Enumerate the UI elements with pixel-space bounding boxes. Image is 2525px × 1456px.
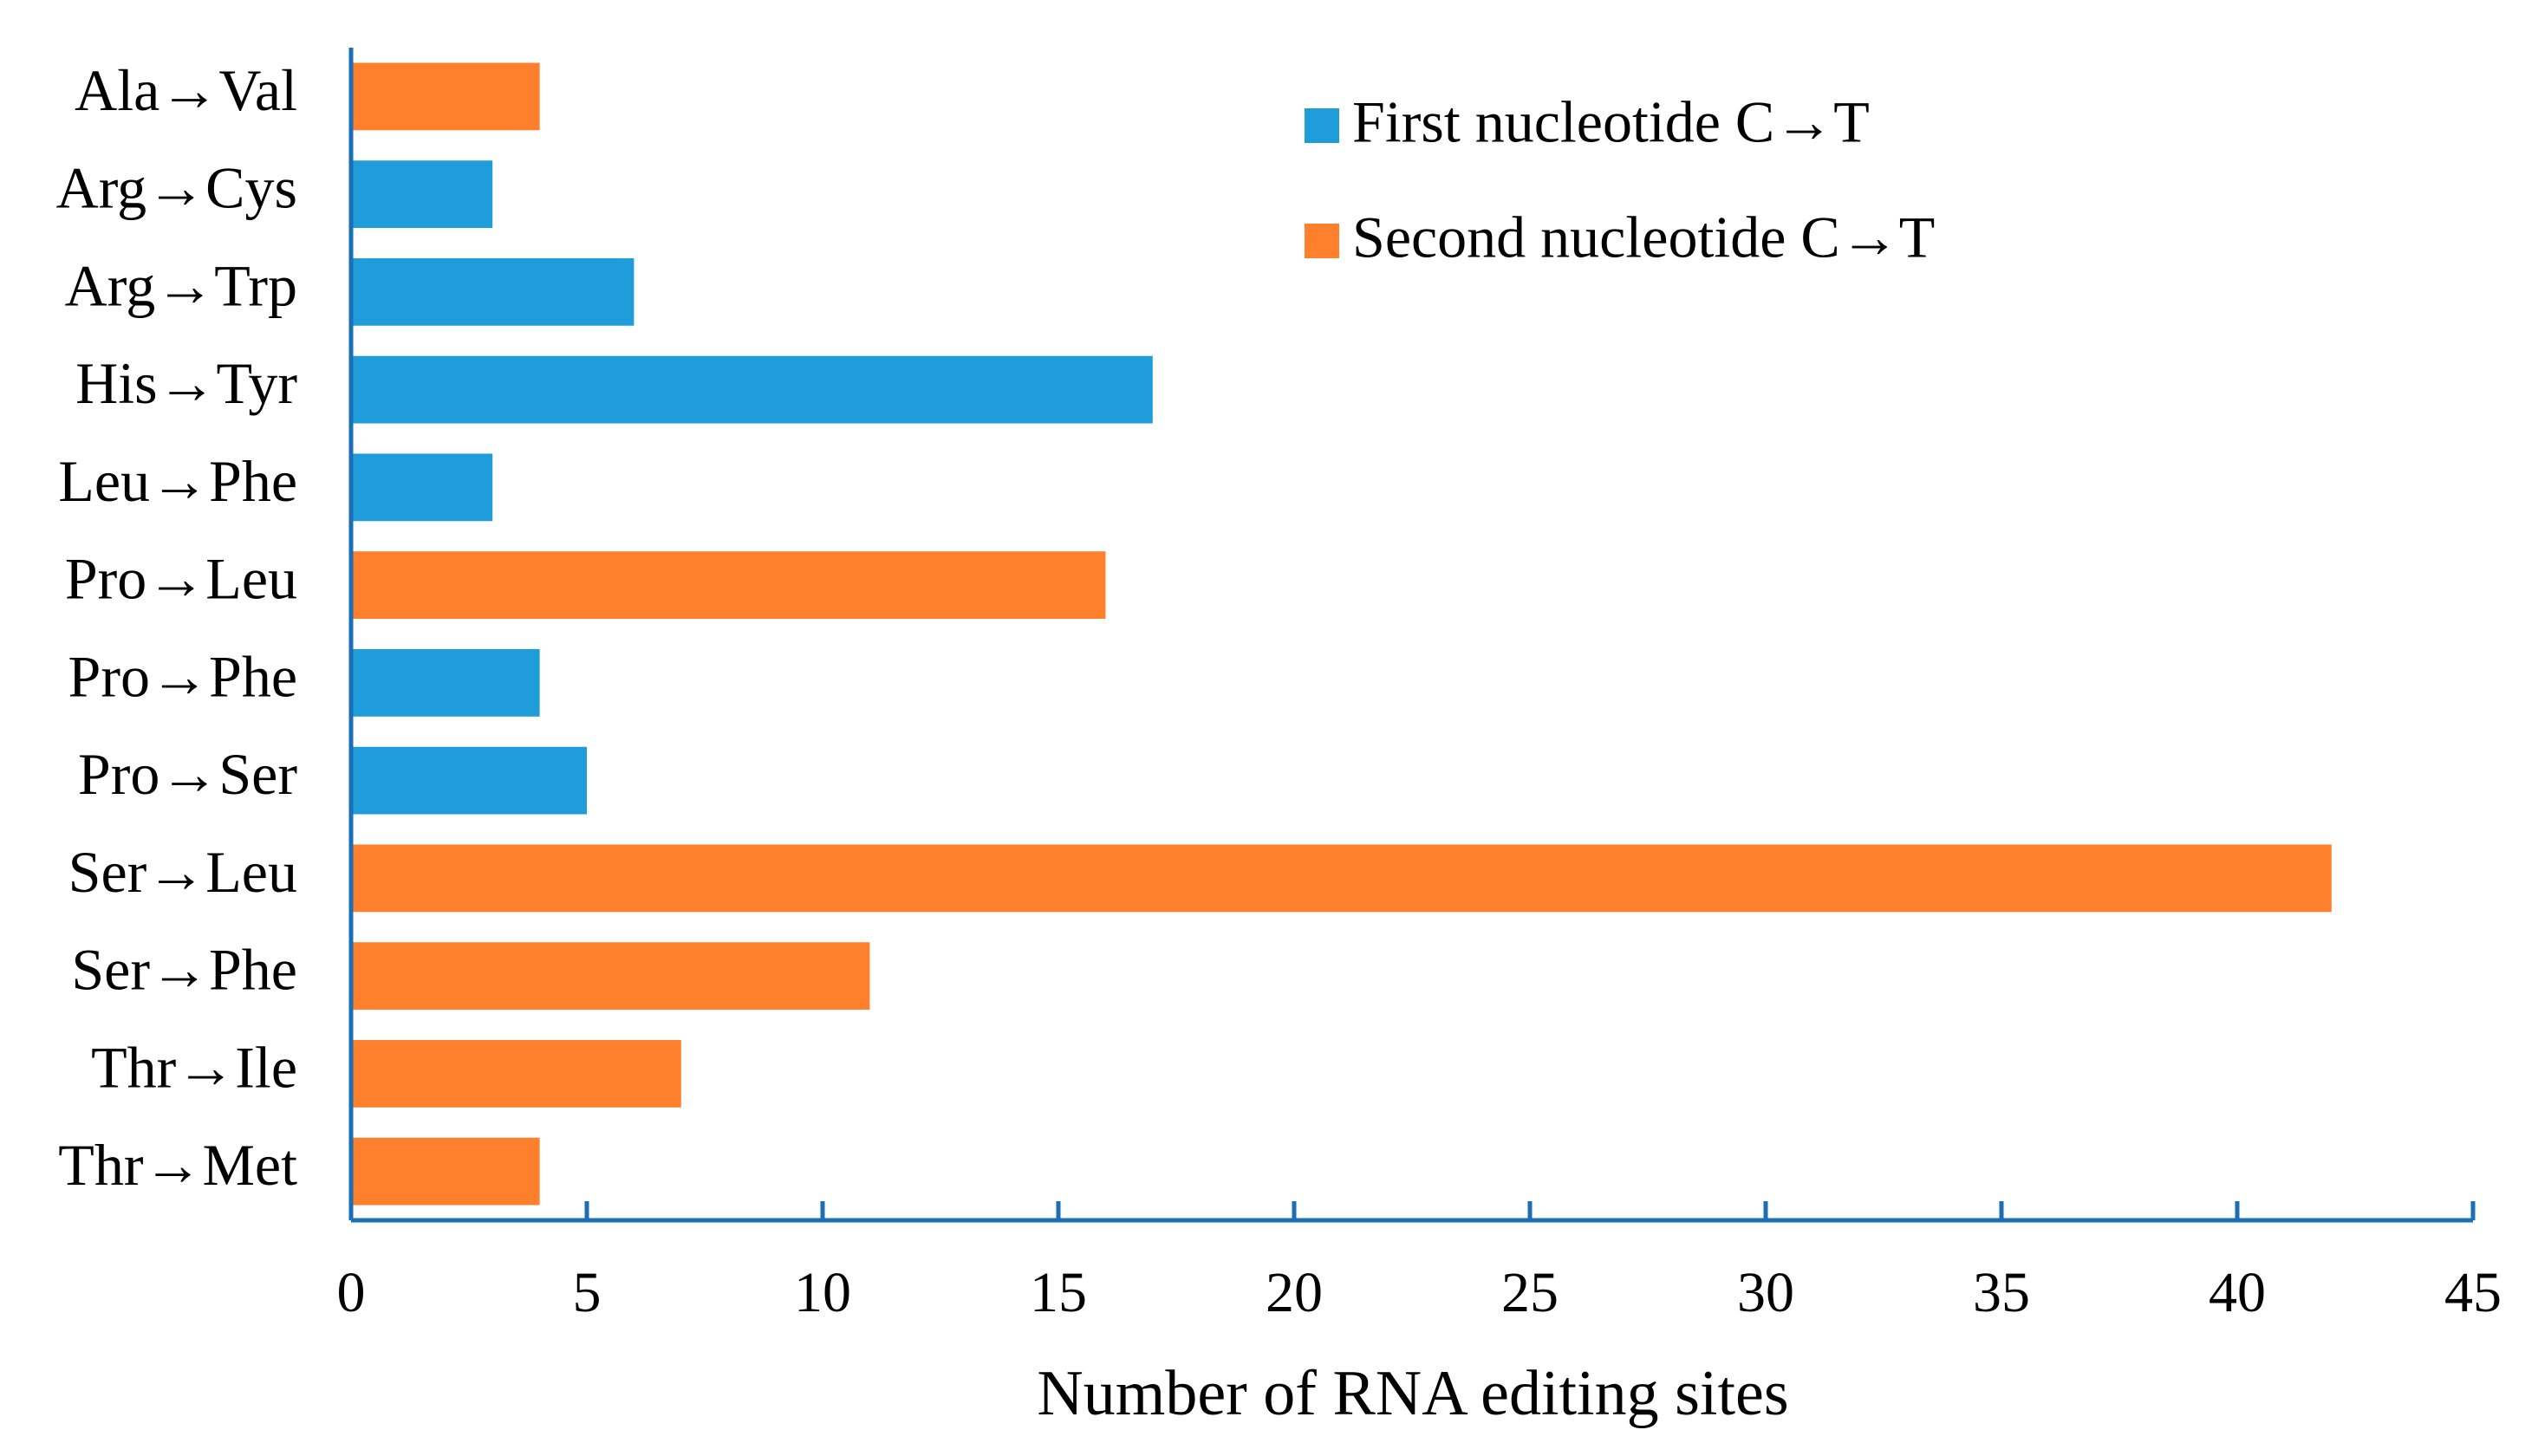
- y-tick-label: Leu→Phe: [58, 448, 297, 514]
- y-tick-label: Pro→Leu: [65, 546, 297, 612]
- bar: [351, 551, 1106, 620]
- y-tick-label: Arg→Trp: [65, 252, 297, 318]
- y-tick-label: Arg→Cys: [56, 155, 297, 221]
- bar: [351, 1137, 540, 1206]
- x-tick-label: 20: [1266, 1261, 1323, 1324]
- x-tick-label: 45: [2444, 1261, 2502, 1324]
- y-tick-label: Ala→Val: [75, 57, 297, 123]
- y-tick-label: Pro→Phe: [68, 643, 297, 709]
- legend-swatch: [1305, 108, 1339, 143]
- x-tick-label: 35: [1973, 1261, 2030, 1324]
- bar: [351, 648, 540, 717]
- bar: [351, 746, 587, 815]
- x-tick-label: 10: [794, 1261, 851, 1324]
- x-tick-label: 5: [573, 1261, 602, 1324]
- x-tick-label: 30: [1737, 1261, 1794, 1324]
- bar: [351, 62, 540, 131]
- legend-label: Second nucleotide C→T: [1352, 205, 1935, 270]
- x-tick-label: 15: [1030, 1261, 1087, 1324]
- x-axis-title: Number of RNA editing sites: [1037, 1358, 1788, 1429]
- bar: [351, 355, 1153, 424]
- y-tick-label: Ser→Leu: [68, 839, 297, 905]
- x-tick-label: 25: [1501, 1261, 1559, 1324]
- bar: [351, 160, 493, 229]
- x-tick-label: 40: [2209, 1261, 2266, 1324]
- bar: [351, 942, 870, 1011]
- bar: [351, 844, 2332, 913]
- y-tick-label: Ser→Phe: [71, 937, 297, 1003]
- legend-label: First nucleotide C→T: [1352, 89, 1870, 155]
- y-tick-label: His→Tyr: [75, 350, 297, 416]
- y-tick-label: Pro→Ser: [78, 741, 297, 807]
- y-tick-label: Thr→Met: [58, 1132, 297, 1198]
- bar: [351, 257, 635, 326]
- legend-swatch: [1305, 224, 1339, 258]
- x-tick-label: 0: [337, 1261, 366, 1324]
- bar: [351, 453, 493, 522]
- bar: [351, 1039, 681, 1108]
- y-tick-label: Thr→Ile: [91, 1034, 297, 1100]
